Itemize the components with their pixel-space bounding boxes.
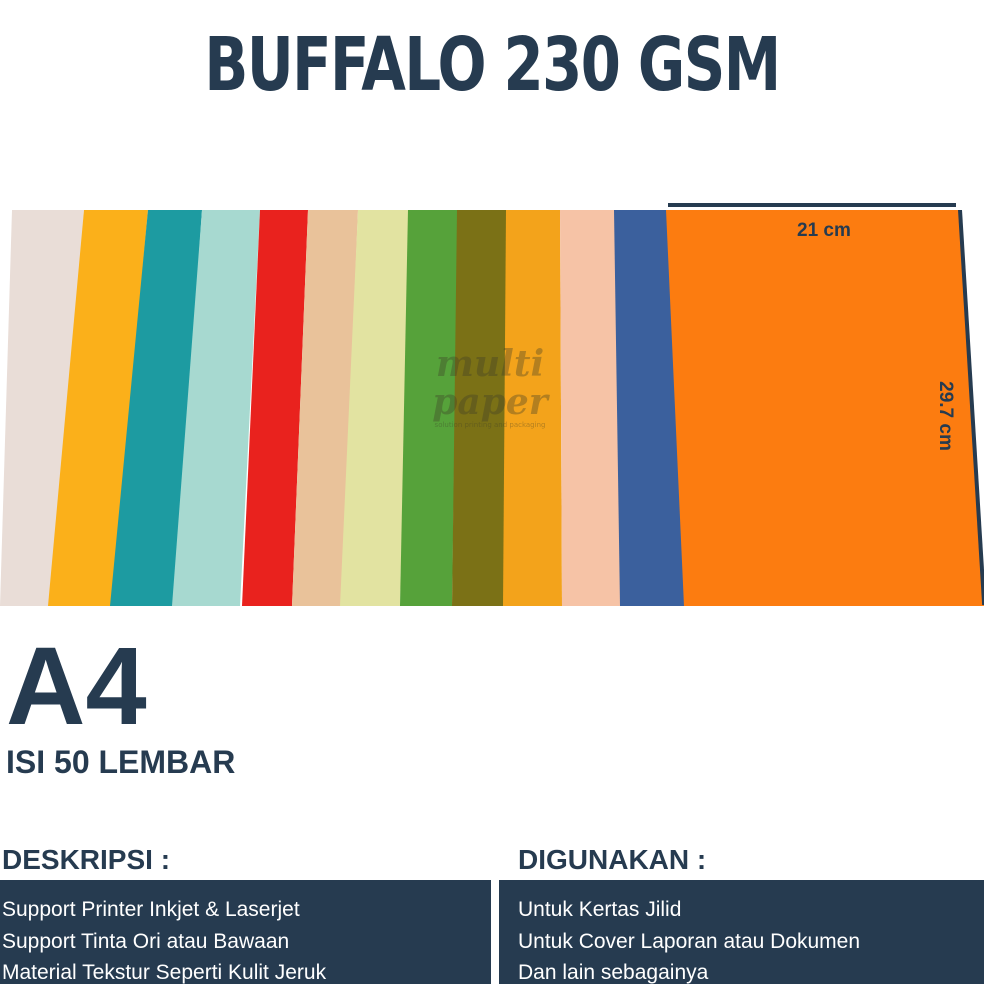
- list-item: Dan lain sebagainya: [518, 961, 709, 984]
- watermark-tagline: solution printing and packaging: [434, 421, 546, 429]
- paper-sample-9: [452, 210, 508, 606]
- paper-sample-13: [666, 210, 984, 606]
- list-item: Untuk Cover Laporan atau Dokumen: [518, 929, 861, 953]
- watermark-line1: multi: [435, 343, 545, 385]
- digunakan-list: Untuk Kertas Jilid Untuk Cover Laporan a…: [499, 880, 984, 984]
- deskripsi-list: Support Printer Inkjet & Laserjet Suppor…: [0, 880, 491, 984]
- paper-sample-10: [503, 210, 562, 606]
- width-dimension-line: [668, 203, 956, 207]
- watermark-line2: paper: [432, 381, 548, 423]
- list-item: Material Tekstur Seperti Kulit Jeruk: [2, 961, 327, 984]
- width-label: 21 cm: [797, 220, 851, 241]
- paper-size: A4: [6, 625, 147, 748]
- quantity: ISI 50 LEMBAR: [6, 744, 236, 780]
- list-item: Support Tinta Ori atau Bawaan: [2, 929, 290, 953]
- digunakan-heading: DIGUNAKAN :: [518, 844, 707, 875]
- watermark-logo: multi paper solution printing and packag…: [400, 345, 580, 429]
- paper-sample-11: [560, 210, 622, 606]
- product-title: BUFFALO 230 GSM: [204, 22, 781, 108]
- paper-sample-8: [400, 210, 458, 606]
- list-item: Untuk Kertas Jilid: [518, 898, 682, 921]
- list-item: Support Printer Inkjet & Laserjet: [2, 898, 300, 921]
- height-label: 29.7 cm: [934, 381, 956, 451]
- deskripsi-heading: DESKRIPSI :: [2, 844, 171, 875]
